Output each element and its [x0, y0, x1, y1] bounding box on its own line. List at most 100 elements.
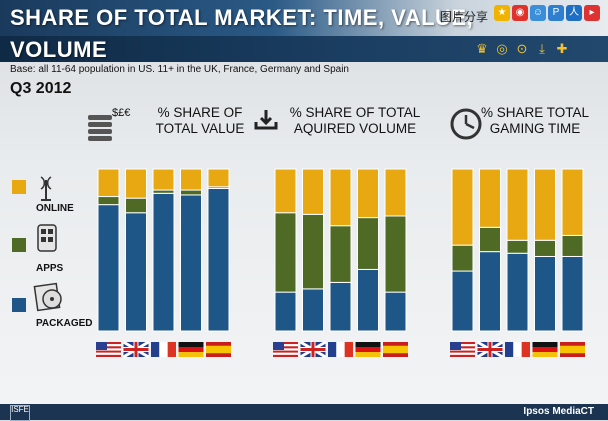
- packaged-box-icon: [33, 282, 62, 312]
- footer: ISFE Ipsos MediaCT: [0, 404, 608, 421]
- bar-chart3-france-online: [506, 168, 529, 241]
- flag-france-icon: [151, 342, 176, 357]
- flag-us-icon: [96, 342, 121, 357]
- header: SHARE OF TOTAL MARKET: TIME, VALUE, VOLU…: [0, 0, 608, 62]
- bar-chart2-germany-packaged: [357, 268, 379, 332]
- gamepad-icon: ✚: [556, 41, 568, 56]
- share-renren-icon[interactable]: 人: [566, 5, 582, 21]
- flag-uk-icon: [476, 340, 504, 359]
- flag-spain-icon: [560, 342, 585, 357]
- bar-chart3-uk-packaged: [479, 251, 501, 332]
- bar-chart2-france-packaged: [329, 281, 352, 332]
- share-icons: ★ ◉ ☺ P 人 ▸: [494, 5, 600, 21]
- bar-chart1-us-packaged: [97, 204, 120, 332]
- bar-chart2-us-online: [274, 168, 297, 214]
- legend-label-apps: APPS: [36, 263, 64, 274]
- share-qzone-icon[interactable]: ★: [494, 5, 510, 21]
- bar-chart1-germany-online: [180, 168, 202, 191]
- flag-uk-icon: [299, 340, 327, 359]
- flag-france-icon: [328, 342, 353, 357]
- share-label: 图片分享: [440, 10, 489, 24]
- bar-chart1-us-apps: [97, 196, 120, 206]
- chip-icon: ◎: [496, 41, 508, 56]
- bar-chart1-uk-packaged: [125, 212, 147, 332]
- bar-chart1-spain-online: [207, 168, 230, 188]
- toolbar: ♛ ◎ ⊙ ⤓ ✚: [474, 40, 570, 58]
- flag-spain-icon: [206, 342, 231, 357]
- bar-chart3-uk-apps: [479, 226, 501, 253]
- bar-chart1-germany-apps: [180, 189, 202, 196]
- header-band-bottom: [0, 36, 608, 62]
- bar-chart3-germany-packaged: [534, 255, 556, 332]
- legend-swatch-packaged: [12, 298, 26, 312]
- bar-chart2-france-online: [329, 168, 352, 227]
- flag-us-icon: [273, 342, 298, 357]
- bar-chart2-germany-apps: [357, 217, 379, 270]
- bar-chart3-spain-apps: [561, 234, 584, 257]
- share-qq-icon[interactable]: ☺: [530, 5, 546, 21]
- bar-chart1-us-online: [97, 168, 120, 198]
- bar-chart1-uk-apps: [125, 197, 147, 214]
- bar-chart3-us-online: [451, 168, 474, 246]
- chart3-title-text: % SHARE TOTAL GAMING TIME: [480, 105, 590, 136]
- bar-chart2-france-apps: [329, 225, 352, 283]
- trophy-icon: ♛: [476, 41, 488, 56]
- flag-germany-icon: [178, 342, 204, 357]
- flag-germany-icon: [532, 342, 558, 357]
- page-title-line1: SHARE OF TOTAL MARKET: TIME, VALUE,: [10, 5, 474, 30]
- chart1-icon-text: $£€: [112, 107, 131, 119]
- bar-chart2-uk-apps: [302, 213, 324, 290]
- bar-chart1-spain-packaged: [207, 187, 230, 332]
- bar-chart2-spain-packaged: [384, 291, 407, 332]
- bar-chart2-germany-online: [357, 168, 379, 219]
- flag-germany-icon: [355, 342, 381, 357]
- flag-uk-icon: [122, 340, 150, 359]
- footer-brand: Ipsos MediaCT: [523, 406, 594, 417]
- chart2-title-text: % SHARE OF TOTAL AQUIRED VOLUME: [289, 105, 421, 136]
- download-icon: ⤓: [539, 41, 545, 56]
- bar-chart3-us-packaged: [451, 270, 474, 332]
- chart3-title: % SHARE TOTAL GAMING TIME: [470, 105, 608, 137]
- bar-chart3-us-apps: [451, 244, 474, 272]
- legend-label-online: ONLINE: [36, 203, 74, 214]
- bar-chart3-germany-online: [534, 168, 556, 241]
- isfe-logo: ISFE: [10, 405, 30, 421]
- bar-chart1-france-packaged: [152, 192, 175, 332]
- legend-label-packaged: PACKAGED: [36, 318, 93, 329]
- bar-chart3-france-apps: [506, 239, 529, 254]
- bar-chart1-france-online: [152, 168, 175, 191]
- bar-chart3-germany-apps: [534, 239, 556, 257]
- flag-us-icon: [450, 342, 475, 357]
- chart1-title: $£€ % SHARE OF TOTAL VALUE: [112, 105, 270, 137]
- bar-chart2-spain-apps: [384, 215, 407, 293]
- bar-chart2-us-packaged: [274, 291, 297, 332]
- online-tower-icon: [40, 176, 52, 201]
- coin-stack-icon: [88, 115, 112, 141]
- base-note: Base: all 11-64 population in US. 11+ in…: [10, 64, 349, 75]
- share-weibo-icon[interactable]: ◉: [512, 5, 528, 21]
- bar-chart2-uk-online: [302, 168, 324, 215]
- bar-chart3-uk-online: [479, 168, 501, 228]
- bar-chart1-germany-packaged: [180, 194, 202, 332]
- flag-spain-icon: [383, 342, 408, 357]
- bar-chart2-spain-online: [384, 168, 407, 217]
- disc-icon: ⊙: [516, 41, 528, 56]
- bar-chart3-spain-online: [561, 168, 584, 236]
- download-tray-icon: [254, 110, 278, 130]
- page-title-line2: VOLUME: [10, 37, 108, 62]
- apps-phone-icon: [37, 224, 57, 252]
- chart2-title: % SHARE OF TOTAL AQUIRED VOLUME: [285, 105, 435, 137]
- period-label: Q3 2012: [10, 80, 72, 97]
- legend-swatch-online: [12, 180, 26, 194]
- bar-chart2-us-apps: [274, 212, 297, 293]
- chart1-title-text: % SHARE OF TOTAL VALUE: [155, 105, 245, 136]
- clock-icon: [450, 108, 482, 140]
- share-more-icon[interactable]: ▸: [584, 5, 600, 21]
- bar-chart3-france-packaged: [506, 252, 529, 332]
- bar-chart3-spain-packaged: [561, 255, 584, 332]
- flag-france-icon: [505, 342, 530, 357]
- legend-swatch-apps: [12, 238, 26, 252]
- share-pengyou-icon[interactable]: P: [548, 5, 564, 21]
- bar-chart2-uk-packaged: [302, 288, 324, 332]
